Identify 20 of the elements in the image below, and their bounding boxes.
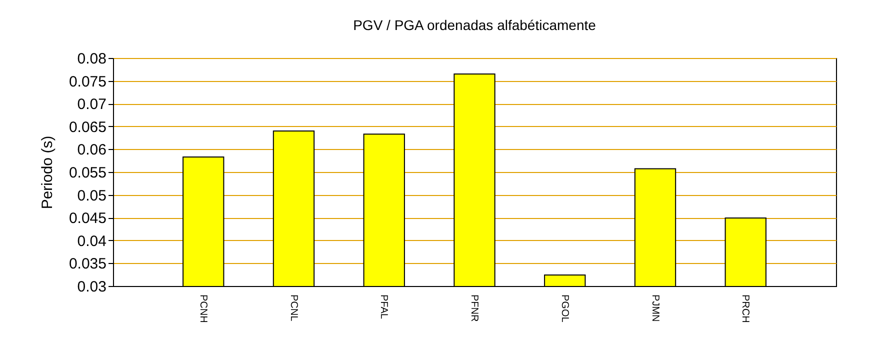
y-tick-label: 0.065 — [68, 118, 106, 136]
x-tick-label: PCNL — [288, 294, 299, 322]
y-tick-label: 0.07 — [77, 96, 106, 114]
y-tick-label: 0.04 — [77, 232, 106, 250]
x-tick-label: PGOL — [558, 294, 570, 323]
x-tick-label: PFNR — [468, 294, 480, 322]
y-axis-title: Periodo (s) — [38, 136, 56, 210]
y-tick-label: 0.06 — [77, 142, 106, 159]
y-tick-label: 0.08 — [77, 50, 106, 68]
y-tick-label: 0.055 — [68, 164, 106, 182]
x-tick-label: PFAL — [378, 294, 390, 320]
x-tick-label: PJMN — [649, 294, 660, 322]
y-tick-label: 0.045 — [68, 210, 106, 228]
x-tick-label: PCNH — [197, 294, 208, 323]
y-tick-label: 0.075 — [68, 73, 106, 90]
x-tick-label: PRCH — [740, 294, 751, 323]
chart-title: PGV / PGA ordenadas alfabéticamente — [353, 17, 596, 33]
y-tick-label: 0.035 — [68, 256, 106, 273]
y-tick-label: 0.05 — [77, 187, 106, 204]
y-tick-label: 0.03 — [77, 278, 106, 296]
